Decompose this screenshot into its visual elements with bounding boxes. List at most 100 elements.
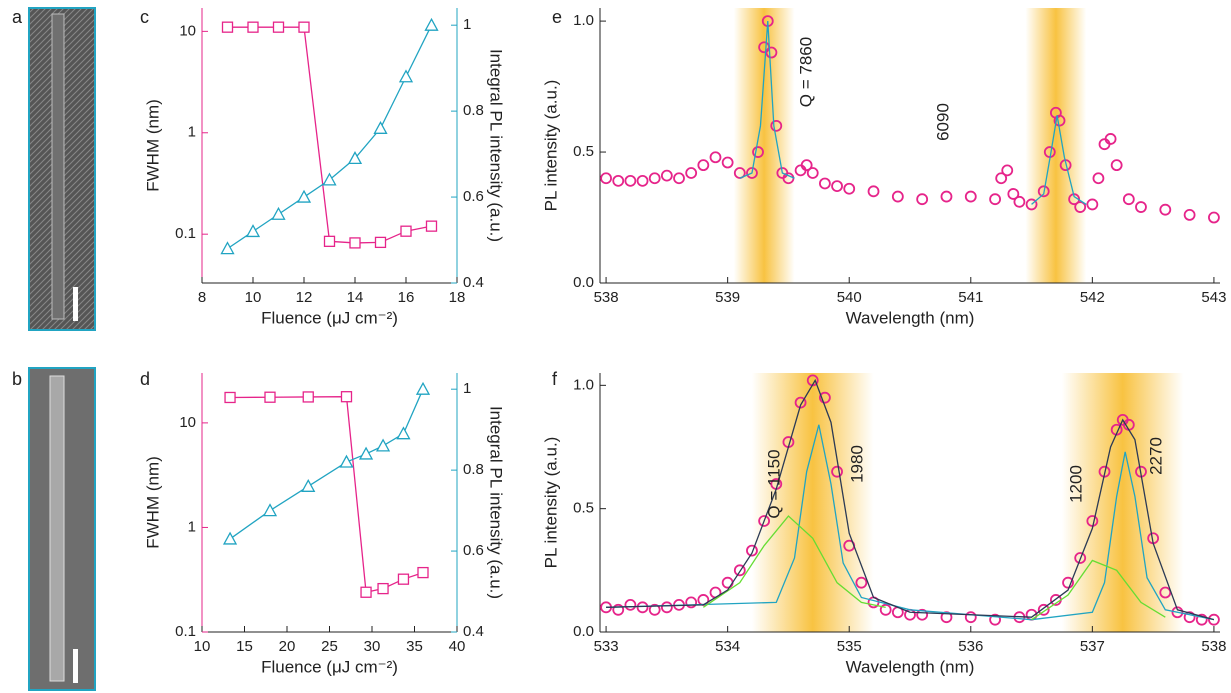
x-tick-label: 16 [398, 289, 415, 306]
series-line [230, 396, 424, 594]
highlight-band [1025, 8, 1087, 283]
data-point [685, 596, 698, 609]
x-axis-label: Wavelength (nm) [846, 308, 975, 327]
x-tick-label: 35 [406, 638, 423, 655]
data-point [1135, 201, 1147, 213]
data-point [1074, 552, 1087, 564]
square-marker [224, 391, 236, 404]
data-point [1037, 185, 1050, 198]
sem-image-b [28, 367, 96, 691]
square-marker [323, 235, 336, 247]
square-marker [349, 237, 361, 249]
data-point [721, 156, 734, 169]
series-line [229, 388, 424, 540]
triangle-marker [220, 241, 235, 255]
panel-label: a [12, 7, 23, 27]
annotation: 6090 [933, 103, 952, 141]
data-point [1025, 198, 1038, 211]
data-point [1007, 188, 1020, 200]
y-tick-label: 0.0 [573, 274, 594, 291]
square-marker [272, 21, 285, 33]
x-axis-label: Fluence (μJ cm⁻²) [261, 308, 398, 327]
panel-label: f [552, 369, 558, 389]
annotation: Q = 7860 [796, 37, 815, 107]
y-tick-label: 0.0 [573, 623, 594, 640]
y-tick-label: 0.1 [175, 623, 196, 640]
data-point [800, 159, 813, 172]
triangle-marker [262, 503, 278, 517]
x-tick-label: 10 [245, 289, 262, 306]
y-tick-label: 10 [179, 22, 196, 39]
x-tick-label: 542 [1080, 289, 1105, 306]
x-tick-label: 538 [1201, 638, 1226, 655]
triangle-marker [322, 172, 337, 186]
data-point [636, 601, 649, 614]
square-marker [400, 225, 412, 237]
sem-image-a [28, 7, 96, 331]
data-point [806, 167, 819, 179]
panel-label: c [140, 7, 149, 27]
fit-line [702, 515, 1166, 621]
square-marker [247, 21, 259, 33]
y2-tick-label: 0.6 [463, 542, 484, 559]
data-point [752, 146, 764, 158]
triangle-marker [424, 17, 439, 31]
y2-tick-label: 0.4 [463, 623, 484, 640]
x-tick-label: 8 [198, 289, 206, 306]
square-marker [340, 391, 353, 403]
data-point [648, 172, 661, 185]
data-point [733, 564, 746, 577]
fit-line [606, 378, 1215, 621]
y-tick-label: 0.5 [573, 143, 594, 160]
triangle-marker [347, 151, 363, 165]
y2-tick-label: 1 [463, 380, 471, 397]
x-tick-label: 40 [449, 638, 466, 655]
data-point [1159, 586, 1172, 599]
triangle-marker [245, 224, 261, 238]
triangle-marker [373, 120, 388, 134]
data-point [1208, 613, 1220, 626]
x-tick-label: 543 [1201, 289, 1226, 306]
triangle-marker [339, 454, 354, 468]
triangle-marker [271, 206, 286, 220]
x-tick-label: 20 [279, 638, 296, 655]
data-point [1110, 159, 1123, 172]
data-point [989, 613, 1001, 626]
x-tick-label: 534 [715, 638, 740, 655]
data-point [660, 169, 673, 182]
annotation: 1200 [1066, 465, 1085, 503]
triangle-marker [358, 446, 374, 460]
data-point [794, 396, 807, 409]
data-point [1104, 133, 1117, 145]
data-point [1159, 203, 1172, 216]
data-point [843, 182, 856, 195]
data-point [624, 598, 637, 611]
square-marker [377, 582, 389, 595]
y-tick-label: 0.1 [175, 225, 196, 242]
data-point [624, 174, 637, 187]
triangle-marker [301, 478, 316, 492]
highlight-band [1061, 373, 1184, 632]
triangle-marker [296, 189, 312, 203]
x-tick-label: 536 [958, 638, 983, 655]
data-point [1122, 193, 1135, 206]
data-point [831, 465, 843, 478]
triangle-marker [396, 426, 411, 440]
x-axis-label: Fluence (μJ cm⁻²) [261, 657, 398, 676]
y-tick-label: 10 [179, 414, 196, 431]
x-tick-label: 12 [296, 289, 313, 306]
data-point [891, 190, 904, 203]
data-point [648, 603, 661, 616]
x-axis-label: Wavelength (nm) [846, 657, 975, 676]
panel-label: d [140, 369, 150, 389]
data-point [1062, 576, 1074, 589]
y-axis-label: FWHM (nm) [143, 456, 162, 549]
y-axis-label: PL intensity (a.u.) [541, 437, 560, 569]
data-point [916, 193, 929, 206]
triangle-marker [398, 69, 414, 83]
x-tick-label: 14 [347, 289, 364, 306]
data-point [685, 167, 698, 179]
data-point [600, 172, 612, 185]
y2-axis-label: Integral PL intensity (a.u.) [487, 49, 506, 242]
